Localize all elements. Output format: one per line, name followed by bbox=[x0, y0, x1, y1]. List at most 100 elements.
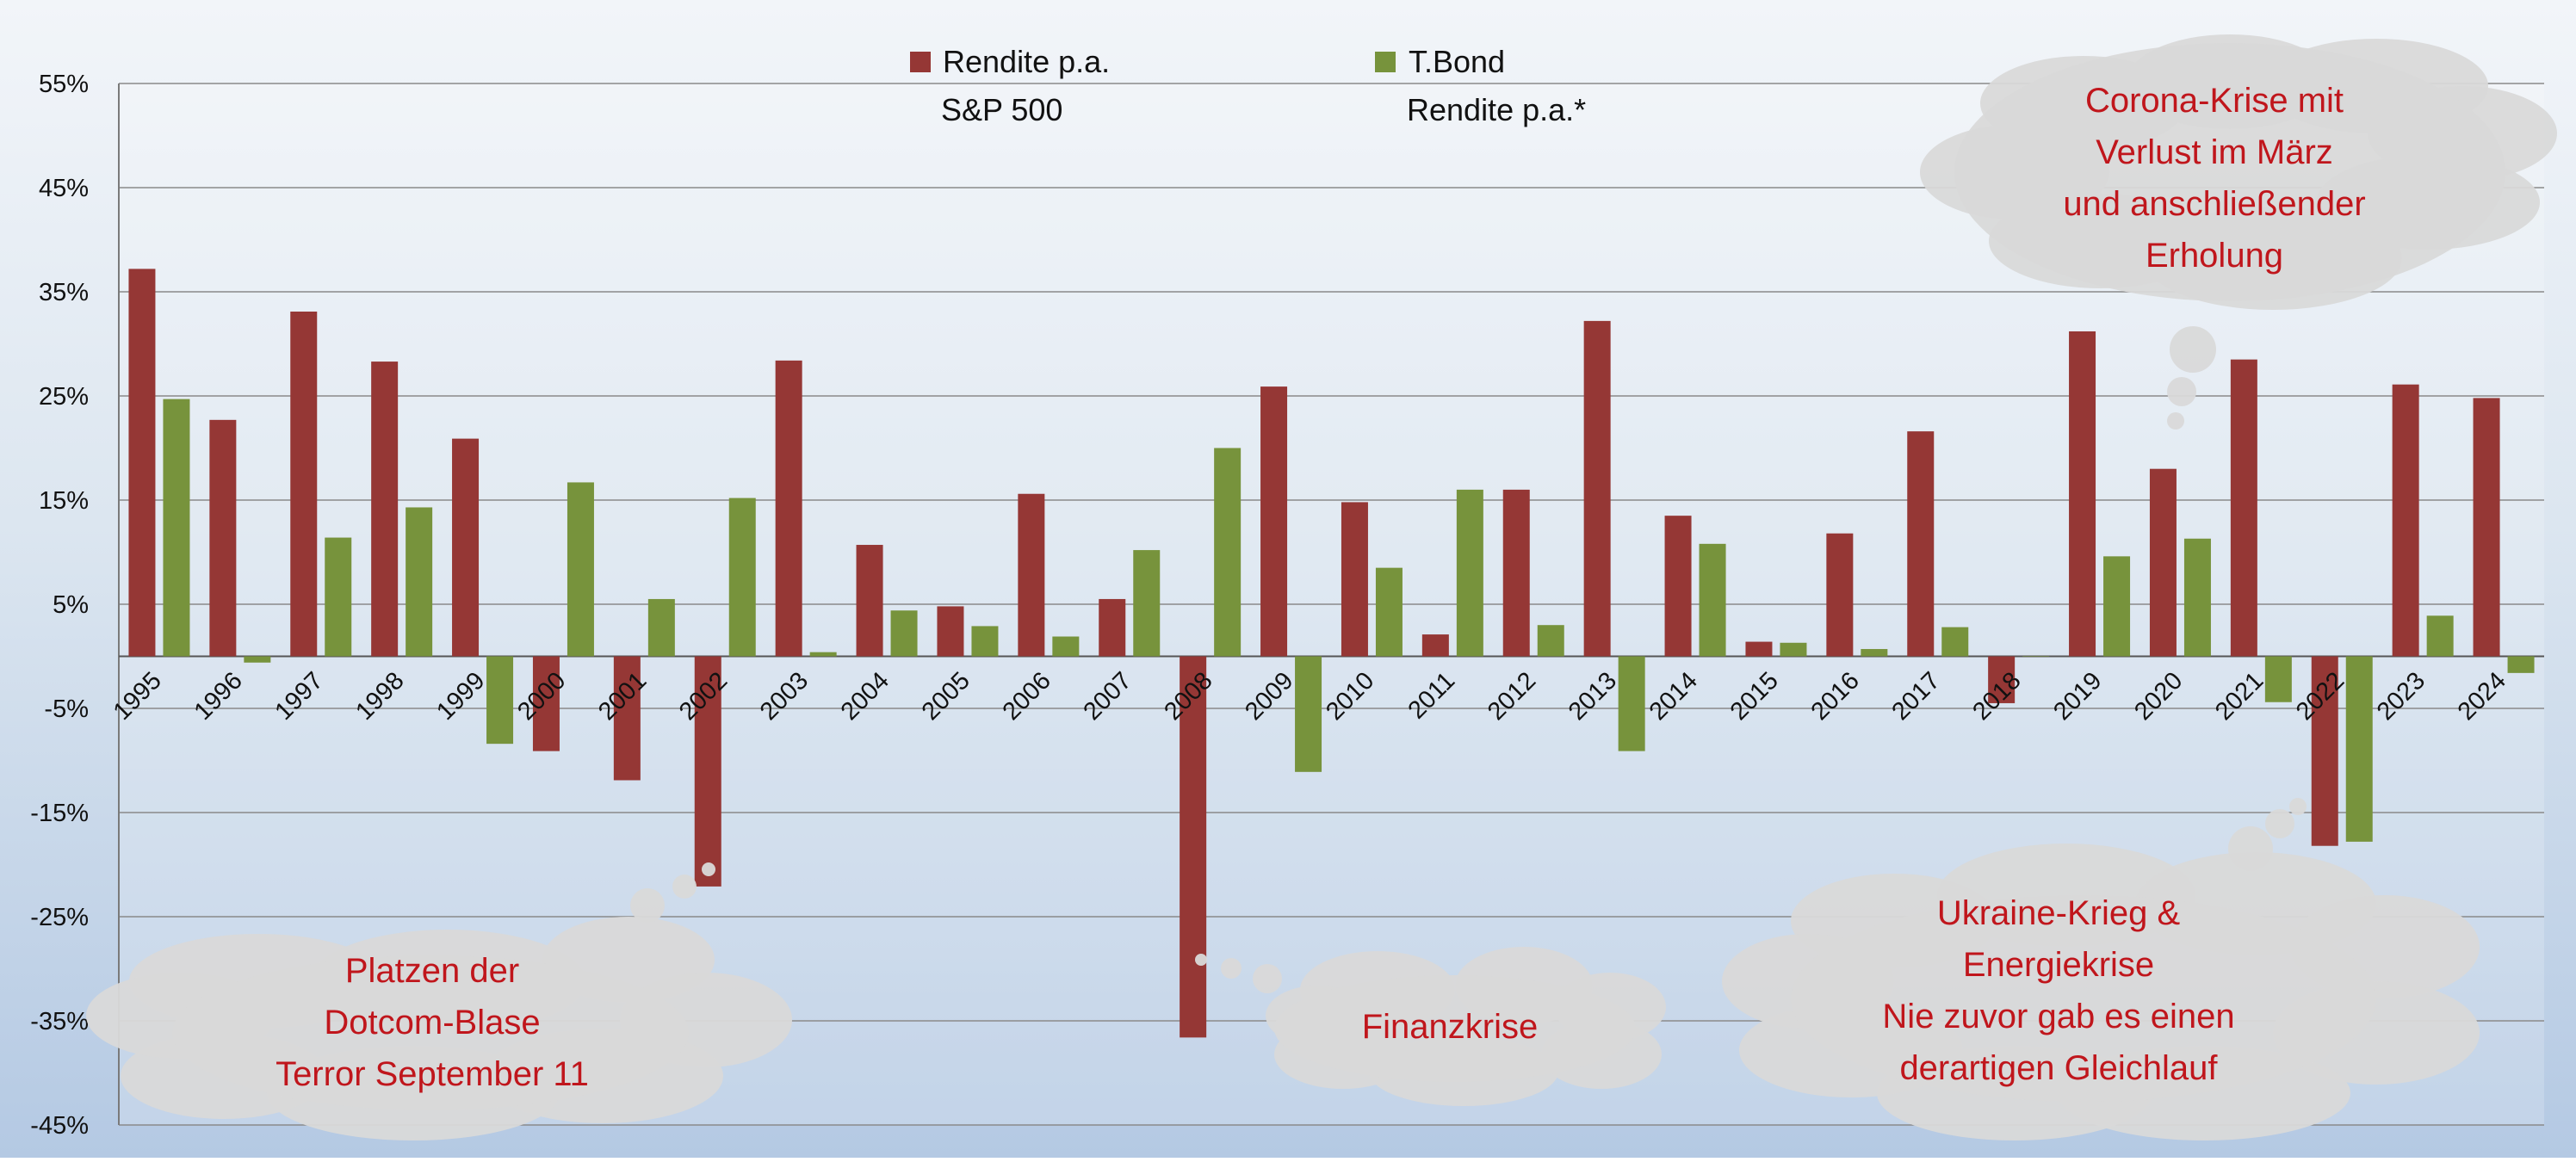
bar-tbond-2007 bbox=[1133, 550, 1161, 657]
bar-sp500-2016 bbox=[1826, 533, 1854, 657]
thought-bubble-dot bbox=[2170, 326, 2216, 373]
bar-tbond-2017 bbox=[1941, 627, 1969, 657]
bar-sp500-1995 bbox=[128, 269, 156, 657]
bar-sp500-2006 bbox=[1018, 493, 1045, 657]
thought-bubble-dot bbox=[2289, 798, 2307, 815]
bar-tbond-2019 bbox=[2103, 556, 2131, 657]
bar-tbond-2024 bbox=[2507, 656, 2535, 673]
y-tick-label: -5% bbox=[44, 695, 89, 723]
legend-swatch-tbond bbox=[1375, 52, 1396, 72]
bar-sp500-1996 bbox=[209, 419, 237, 657]
y-tick-label: 35% bbox=[39, 279, 89, 306]
bar-tbond-2022 bbox=[2345, 656, 2373, 842]
cloud-lobe bbox=[172, 955, 689, 1110]
bar-tbond-1998 bbox=[406, 507, 433, 657]
annotation-corona: Corona-Krise mit Verlust im März und ansch… bbox=[1920, 34, 2557, 430]
annotation-dotcom: Platzen der Dotcom-Blase Terror September … bbox=[86, 862, 792, 1140]
y-axis-tick-labels: 55% 45% 35% 25% 15% 5% -5% -15% -25% -35% -45% bbox=[30, 71, 89, 1140]
y-tick-label: 45% bbox=[39, 175, 89, 202]
bar-tbond-1995 bbox=[163, 399, 190, 657]
bar-tbond-2006 bbox=[1052, 636, 1080, 657]
bar-sp500-2010 bbox=[1341, 502, 1368, 657]
annotation-text: Energiekrise bbox=[1963, 946, 2154, 984]
annotation-text: Dotcom-Blase bbox=[324, 1004, 540, 1041]
bar-tbond-1997 bbox=[325, 537, 352, 657]
bar-tbond-1999 bbox=[486, 656, 514, 745]
bar-sp500-2014 bbox=[1664, 516, 1692, 657]
legend: Rendite p.a. S&P 500 T.Bond Rendite p.a.* bbox=[910, 44, 1586, 127]
bar-sp500-2020 bbox=[2149, 468, 2177, 657]
cloud-lobe bbox=[1791, 895, 2376, 1102]
annotation-finanzkrise: Finanzkrise bbox=[1195, 947, 1666, 1106]
legend-label: T.Bond bbox=[1409, 44, 1505, 79]
y-tick-label: 55% bbox=[39, 71, 89, 98]
annotation-text: derartigen Gleichlauf bbox=[1899, 1049, 2218, 1087]
y-tick-label: 25% bbox=[39, 383, 89, 411]
bar-sp500-2000 bbox=[532, 656, 560, 751]
bar-sp500-2013 bbox=[1583, 320, 1611, 657]
thought-bubble-dot bbox=[2228, 826, 2273, 871]
bar-sp500-2018 bbox=[1988, 656, 2016, 703]
bar-sp500-2004 bbox=[856, 545, 883, 657]
bar-tbond-2018 bbox=[2022, 656, 2050, 657]
bar-tbond-2012 bbox=[1537, 625, 1564, 657]
bar-tbond-2003 bbox=[809, 652, 837, 657]
bar-tbond-2002 bbox=[728, 498, 756, 657]
bar-sp500-2024 bbox=[2473, 398, 2500, 657]
annotation-text: und anschließender bbox=[2063, 185, 2365, 223]
bar-tbond-2004 bbox=[890, 610, 918, 657]
annotation-text: Finanzkrise bbox=[1362, 1008, 1539, 1046]
bar-sp500-2023 bbox=[2392, 384, 2419, 657]
bar-tbond-2016 bbox=[1861, 649, 1888, 657]
bar-tbond-2005 bbox=[971, 626, 999, 657]
legend-swatch-sp500 bbox=[910, 52, 931, 72]
bar-sp500-2005 bbox=[937, 606, 964, 657]
bar-sp500-2009 bbox=[1260, 386, 1288, 657]
legend-label: Rendite p.a. bbox=[943, 44, 1110, 79]
bar-sp500-2007 bbox=[1099, 598, 1126, 657]
bar-tbond-2000 bbox=[567, 482, 594, 657]
bar-sp500-2003 bbox=[775, 360, 802, 657]
bar-sp500-2008 bbox=[1180, 656, 1207, 1038]
cloud-lobe bbox=[1954, 43, 2505, 301]
y-tick-label: -15% bbox=[30, 800, 89, 827]
bar-sp500-2019 bbox=[2069, 331, 2096, 657]
bar-sp500-2011 bbox=[1421, 634, 1449, 657]
y-tick-label: -25% bbox=[30, 904, 89, 931]
annotation-text: Platzen der bbox=[345, 952, 519, 990]
annotation-text: Terror September 11 bbox=[276, 1055, 589, 1093]
annotation-text: Corona-Krise mit bbox=[2085, 82, 2344, 120]
bar-sp500-2002 bbox=[694, 656, 721, 887]
thought-bubble-dot bbox=[2167, 377, 2196, 406]
bar-sp500-1999 bbox=[452, 438, 480, 657]
thought-bubble-dot bbox=[2167, 412, 2184, 430]
bar-sp500-2021 bbox=[2230, 359, 2257, 657]
annotation-ukraine: Ukraine-Krieg & Energiekrise Nie zuvor gab… bbox=[1722, 798, 2480, 1140]
bar-sp500-1998 bbox=[371, 362, 399, 657]
y-tick-label: 5% bbox=[53, 591, 89, 619]
bar-tbond-2015 bbox=[1780, 642, 1807, 657]
y-tick-label: -35% bbox=[30, 1008, 89, 1035]
legend-label: Rendite p.a.* bbox=[1407, 92, 1586, 127]
thought-bubble-dot bbox=[1253, 964, 1282, 993]
bar-tbond-2011 bbox=[1456, 489, 1483, 657]
bar-tbond-2020 bbox=[2183, 538, 2211, 657]
annotation-text: Verlust im März bbox=[2096, 133, 2333, 171]
thought-bubble-dot bbox=[702, 862, 715, 876]
bar-sp500-2001 bbox=[613, 656, 641, 781]
bar-sp500-2015 bbox=[1745, 641, 1773, 657]
bar-tbond-2014 bbox=[1699, 543, 1726, 657]
thought-bubble-dot bbox=[630, 888, 665, 923]
bar-tbond-2010 bbox=[1375, 567, 1403, 657]
thought-bubble-dot bbox=[672, 875, 697, 899]
bars bbox=[128, 269, 2535, 1038]
annotation-text: Erholung bbox=[2146, 237, 2283, 275]
thought-bubble-dot bbox=[1221, 958, 1242, 979]
bar-tbond-2009 bbox=[1295, 656, 1322, 772]
bar-sp500-2022 bbox=[2311, 656, 2338, 846]
y-tick-label: 15% bbox=[39, 487, 89, 515]
annotations: Platzen der Dotcom-Blase Terror September … bbox=[86, 34, 2557, 1140]
cloud-lobe bbox=[1274, 975, 1636, 1082]
thought-bubble-dot bbox=[2265, 809, 2294, 838]
